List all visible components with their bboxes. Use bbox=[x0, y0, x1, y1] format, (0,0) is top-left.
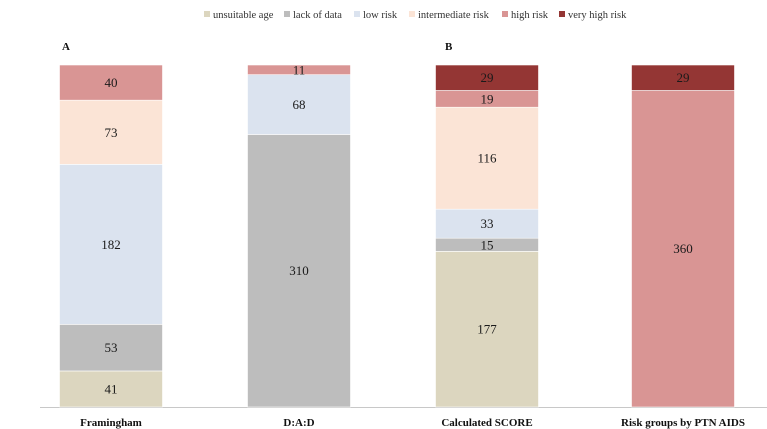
data-label: 68 bbox=[293, 97, 306, 112]
legend-swatch bbox=[559, 11, 565, 17]
data-label: 116 bbox=[477, 151, 497, 166]
bar-segment bbox=[247, 74, 351, 135]
data-label: 11 bbox=[293, 62, 306, 77]
bar-segment bbox=[59, 370, 163, 408]
category-label: Risk groups by PTN AIDS bbox=[621, 417, 745, 429]
bar-segment bbox=[435, 64, 539, 91]
legend-item-label: lack of data bbox=[293, 10, 342, 21]
data-label: 40 bbox=[105, 75, 118, 90]
data-label: 15 bbox=[481, 237, 494, 252]
data-label: 177 bbox=[477, 322, 497, 337]
legend-swatch bbox=[409, 11, 415, 17]
bar-segment bbox=[435, 208, 539, 239]
data-label: 182 bbox=[101, 237, 121, 252]
bar-segment bbox=[59, 164, 163, 325]
legend-item-label: unsuitable age bbox=[213, 10, 274, 21]
bar-segment bbox=[247, 64, 351, 75]
legend-swatch bbox=[284, 11, 290, 17]
bar-segment bbox=[59, 64, 163, 101]
bar-segment bbox=[631, 64, 735, 91]
legend-swatch bbox=[502, 11, 508, 17]
panel-label: B bbox=[445, 41, 453, 53]
bar-segment bbox=[435, 251, 539, 408]
data-label: 310 bbox=[289, 263, 309, 278]
bar-segment bbox=[435, 106, 539, 210]
data-label: 19 bbox=[481, 91, 494, 106]
legend-swatch bbox=[354, 11, 360, 17]
data-label: 53 bbox=[105, 340, 118, 355]
data-label: 29 bbox=[677, 70, 690, 85]
bar-segment bbox=[247, 134, 351, 408]
panel-label: A bbox=[62, 41, 70, 53]
data-label: 360 bbox=[673, 241, 693, 256]
legend-item-label: intermediate risk bbox=[418, 10, 490, 21]
legend-item-label: low risk bbox=[363, 10, 398, 21]
data-label: 33 bbox=[481, 216, 494, 231]
category-label: Calculated SCORE bbox=[441, 417, 532, 429]
bar-segment bbox=[59, 99, 163, 165]
legend-item-label: high risk bbox=[511, 10, 549, 21]
data-label: 73 bbox=[105, 125, 118, 140]
legend-item-label: very high risk bbox=[568, 10, 627, 21]
legend-swatch bbox=[204, 11, 210, 17]
bar-segment bbox=[59, 324, 163, 372]
data-label: 41 bbox=[105, 381, 118, 396]
category-label: Framingham bbox=[80, 417, 142, 429]
data-label: 29 bbox=[481, 70, 494, 85]
category-label: D:A:D bbox=[283, 417, 314, 429]
